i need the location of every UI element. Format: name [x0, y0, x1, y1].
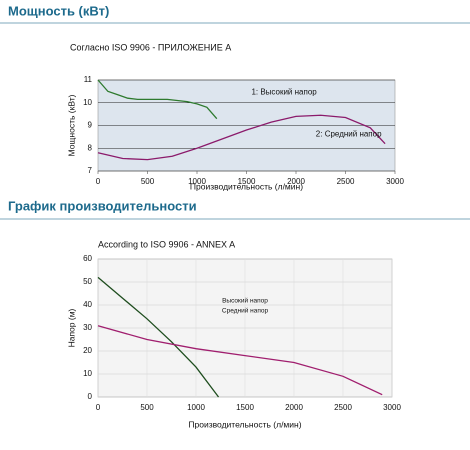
line: [97, 325, 383, 396]
x-tick-label: 1500: [236, 403, 254, 412]
y-tick-label: 7: [88, 166, 93, 175]
y-tick-label: 20: [83, 346, 92, 355]
x-tick-label: 2500: [334, 403, 352, 412]
x-tick-label: 3000: [383, 403, 401, 412]
y-tick-label: 9: [88, 121, 93, 130]
y-tick-label: 11: [84, 75, 93, 84]
x-tick-label: 2000: [287, 177, 305, 186]
x-tick-label: 2000: [285, 403, 303, 412]
x-axis-label: Производительность (л/мин): [190, 181, 303, 191]
chart-title: According to ISO 9906 - ANNEX A: [98, 239, 235, 249]
series-label: 2: Средний напор: [316, 130, 382, 139]
x-tick-label: 2500: [337, 177, 355, 186]
y-tick-label: 8: [88, 143, 93, 152]
x-axis-label: Производительность (л/мин): [188, 419, 301, 429]
y-tick-label: 60: [83, 254, 92, 263]
line: [97, 114, 386, 161]
y-tick-label: 40: [83, 300, 92, 309]
y-tick-label: 10: [83, 98, 92, 107]
y-axis-label: Мощность (кВт): [66, 94, 76, 156]
line: [97, 276, 220, 398]
x-tick-label: 3000: [386, 177, 404, 186]
y-tick-label: 50: [83, 277, 92, 286]
y-tick-label: 30: [83, 323, 92, 332]
x-tick-label: 1000: [187, 403, 205, 412]
x-tick-label: 500: [140, 403, 154, 412]
y-axis-label: Напор (м): [66, 308, 76, 347]
legend-label: Средний напор: [222, 307, 269, 315]
x-tick-label: 500: [141, 177, 155, 186]
x-tick-label: 1500: [238, 177, 256, 186]
legend-label: Высокий напор: [222, 297, 268, 305]
series-label: 1: Высокий напор: [251, 88, 317, 97]
x-tick-label: 0: [96, 177, 101, 186]
line: [97, 79, 218, 120]
y-tick-label: 10: [83, 369, 92, 378]
section-title: Мощность (кВт): [8, 3, 109, 18]
x-tick-label: 0: [96, 403, 101, 412]
x-tick-label: 1000: [188, 177, 206, 186]
y-tick-label: 0: [88, 392, 93, 401]
section-title: График производительности: [8, 198, 197, 213]
chart-title: Согласно ISO 9906 - ПРИЛОЖЕНИЕ А: [70, 42, 231, 52]
